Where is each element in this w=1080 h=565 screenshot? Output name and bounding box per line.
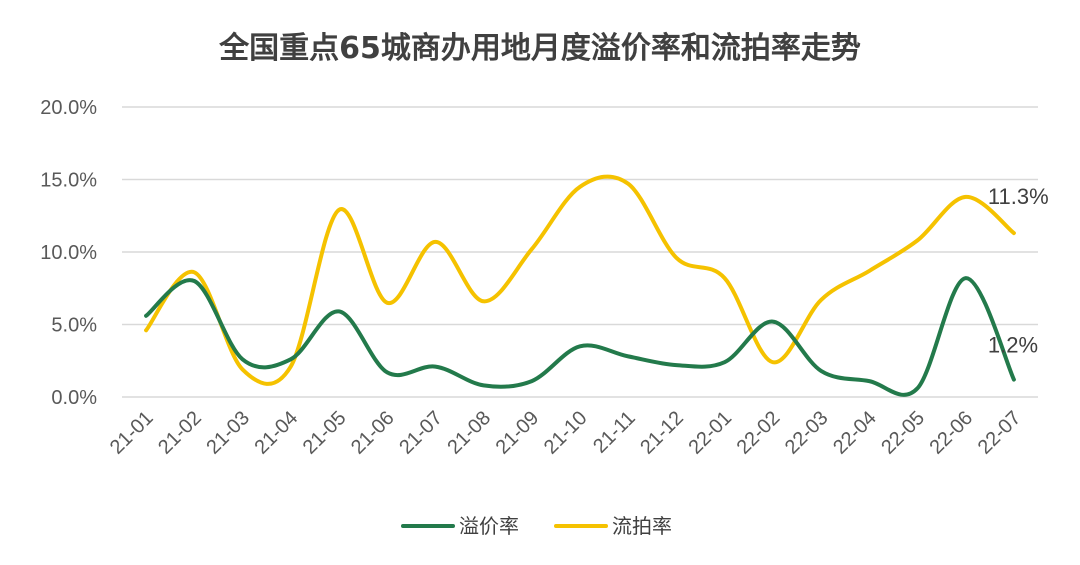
legend-label-1: 流拍率 [612,514,672,538]
x-tick-label: 21-04 [251,407,303,459]
x-tick-label: 22-01 [684,407,736,459]
x-tick-label: 21-10 [540,407,592,459]
gridlines [122,106,1038,398]
x-tick-label: 21-07 [395,407,447,459]
x-tick-label: 21-12 [636,407,688,459]
x-tick-label: 22-04 [829,407,881,459]
x-tick-label: 22-03 [781,407,833,459]
legend: 溢价率 流拍率 [401,514,672,538]
series-line-1 [144,174,1016,386]
x-tick-label: 21-08 [443,407,495,459]
x-tick-label: 21-03 [202,407,254,459]
x-axis-ticks: 21-0121-0221-0321-0421-0521-0621-0721-08… [106,407,1026,459]
x-tick-label: 21-06 [347,407,399,459]
y-tick-label: 0.0% [51,387,97,409]
series-line-0 [144,276,1016,397]
x-tick-label: 22-05 [877,407,929,459]
y-axis-ticks: 0.0% 5.0% 10.0% 15.0% 20.0% [40,97,97,409]
y-tick-label: 20.0% [40,97,97,119]
data-labels: 11.3% 1.2% [988,184,1049,357]
x-tick-label: 22-06 [925,407,977,459]
x-tick-label: 21-09 [492,407,544,459]
y-tick-label: 10.0% [40,242,97,264]
y-tick-label: 5.0% [51,315,97,337]
end-value-label-1: 11.3% [988,184,1049,209]
legend-label-0: 溢价率 [459,514,519,538]
end-value-label-0: 1.2% [988,333,1038,358]
x-tick-label: 21-02 [154,407,206,459]
chart-title: 全国重点65城商办用地月度溢价率和流拍率走势 [218,31,861,66]
x-tick-label: 21-01 [106,407,158,459]
y-tick-label: 15.0% [40,170,97,192]
series-lines [144,174,1016,397]
x-tick-label: 22-07 [974,407,1026,459]
x-tick-label: 22-02 [733,407,785,459]
x-tick-label: 21-05 [299,407,351,459]
x-tick-label: 21-11 [589,407,640,458]
